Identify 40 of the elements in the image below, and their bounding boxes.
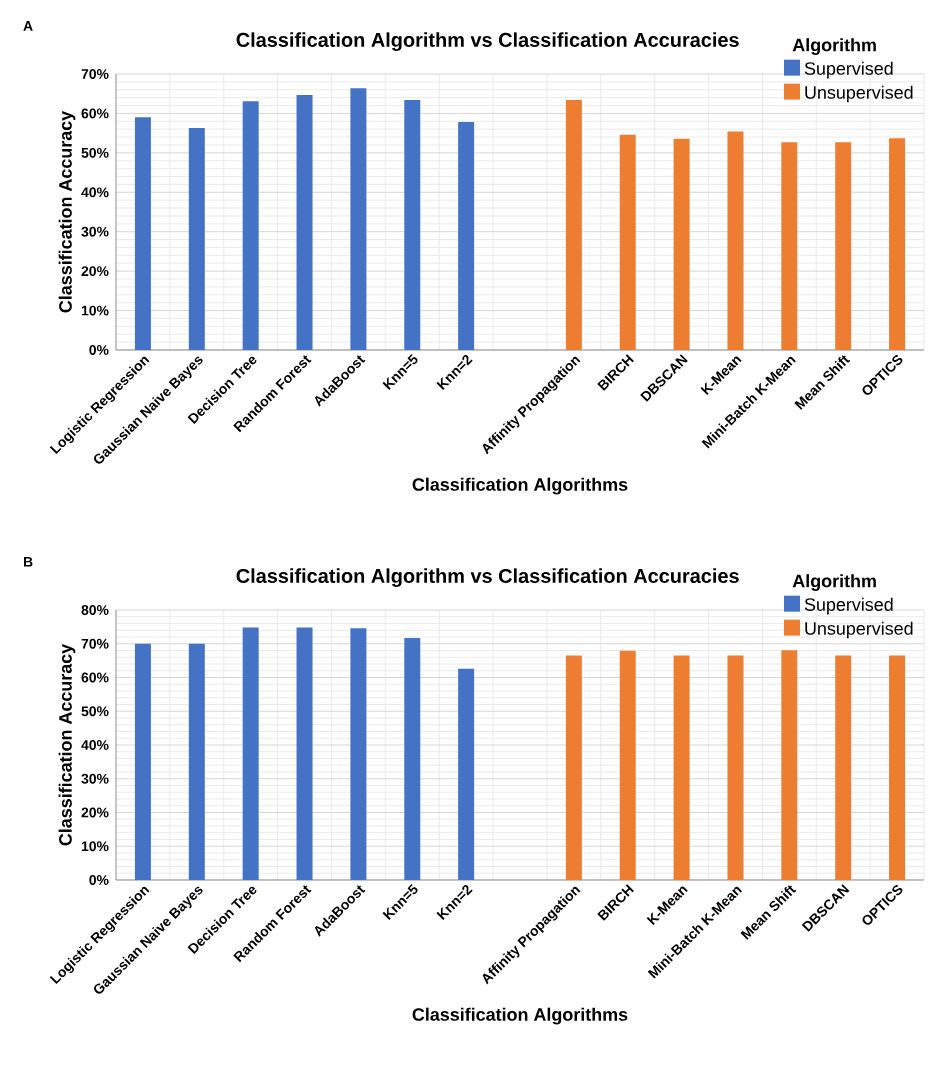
bar — [458, 668, 475, 880]
bar — [565, 100, 582, 350]
bar — [673, 138, 690, 350]
bar — [889, 138, 906, 350]
chart-title: Classification Algorithm vs Classification Accuracies — [236, 32, 739, 51]
bar — [404, 100, 421, 350]
bar — [727, 131, 744, 350]
bar — [188, 128, 205, 350]
legend-label: Unsupervised — [805, 621, 913, 639]
x-axis-title: Classification Algorithms — [412, 1007, 628, 1025]
bar — [350, 628, 367, 880]
y-axis-title: Classification Accuracy — [58, 110, 76, 313]
legend-label: Supervised — [804, 61, 893, 79]
legend-label: Unsupervised — [805, 85, 913, 103]
bar — [404, 638, 421, 880]
y-axis-title: Classification Accuracy — [58, 643, 76, 846]
bar — [296, 94, 313, 350]
bar — [835, 142, 852, 350]
bar — [565, 655, 582, 880]
legend-label: Supervised — [804, 597, 893, 615]
bar — [835, 655, 852, 880]
bar — [458, 122, 475, 350]
bar — [350, 88, 367, 350]
bar — [619, 650, 636, 880]
bar — [188, 643, 205, 880]
bar — [781, 650, 798, 880]
bar — [889, 655, 906, 880]
bar — [781, 142, 798, 350]
bar — [673, 655, 690, 880]
chart-title: Classification Algorithm vs Classification Accuracies — [236, 568, 739, 587]
bar — [134, 643, 151, 880]
bar — [296, 627, 313, 880]
bar — [242, 627, 259, 880]
bar — [727, 655, 744, 880]
legend-title: Algorithm — [792, 38, 876, 55]
bar — [619, 134, 636, 350]
legend-title: Algorithm — [792, 574, 876, 591]
bar — [242, 101, 259, 350]
x-axis-title: Classification Algorithms — [412, 477, 628, 495]
bar — [134, 117, 151, 350]
